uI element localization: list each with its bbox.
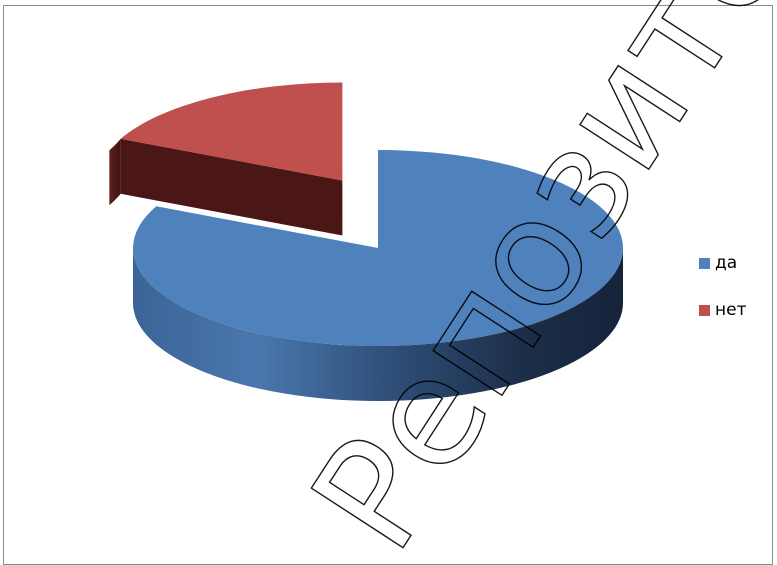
pie-slice-no-outer: [109, 138, 121, 206]
legend-entry-no: нет: [699, 302, 746, 319]
legend-swatch-yes: [699, 258, 710, 269]
legend-label-yes: да: [715, 253, 738, 273]
pie-slice-no: [120, 82, 343, 181]
pie-slice-yes-side: [133, 248, 623, 401]
legend-label-no: нет: [715, 300, 747, 320]
legend-entry-yes: да: [699, 255, 737, 272]
legend-swatch-no: [699, 305, 710, 316]
pie-slice-yes: [132, 150, 623, 346]
pie-slice-no-side: [120, 138, 343, 236]
